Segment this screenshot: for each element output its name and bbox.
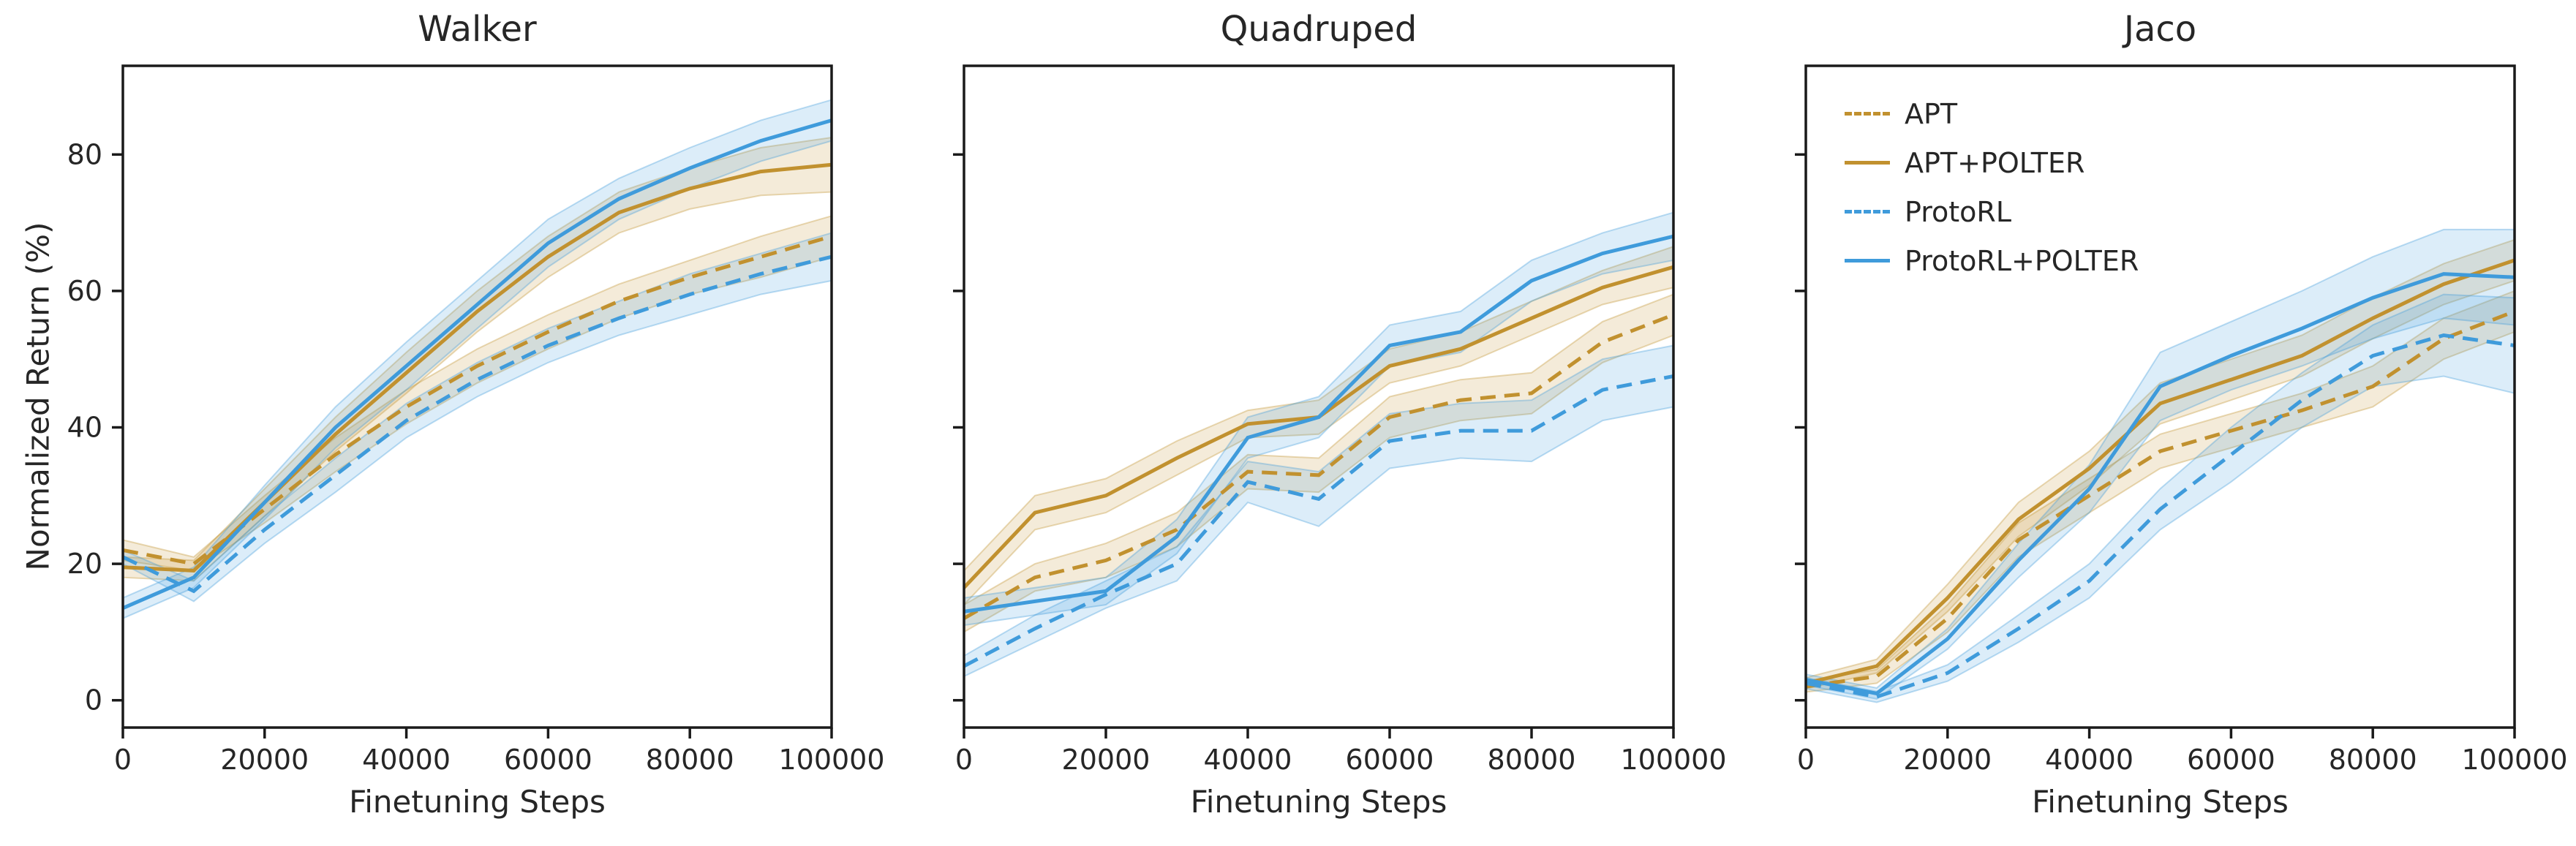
- legend-label-protorl-polter: ProtoRL+POLTER: [1905, 244, 2139, 277]
- svg-text:80000: 80000: [2329, 744, 2417, 776]
- legend-item-protorl: ProtoRL: [1845, 187, 2139, 236]
- legend-line-apt-icon: [1845, 112, 1890, 116]
- x-axis-label-walker: Finetuning Steps: [349, 784, 606, 820]
- svg-text:80: 80: [67, 138, 102, 170]
- svg-text:20: 20: [67, 548, 102, 580]
- y-axis-label: Normalized Return (%): [20, 222, 56, 571]
- legend-label-protorl: ProtoRL: [1905, 195, 2012, 228]
- legend-line-protorl-polter-icon: [1845, 259, 1890, 263]
- svg-text:0: 0: [85, 684, 102, 717]
- legend: APT APT+POLTER ProtoRL ProtoRL+POLTER: [1845, 89, 2139, 285]
- plot-title-jaco: Jaco: [2123, 9, 2197, 50]
- legend-label-apt-polter: APT+POLTER: [1905, 146, 2085, 179]
- plot-title-walker: Walker: [418, 9, 537, 50]
- legend-item-apt-polter: APT+POLTER: [1845, 138, 2139, 187]
- walker-line-chart: 0 20000 40000 60000 80000 100000 0 20 40 60 80: [67, 64, 885, 776]
- svg-text:20000: 20000: [220, 744, 309, 776]
- plot-title-quadruped: Quadruped: [1220, 9, 1417, 50]
- legend-item-apt: APT: [1845, 89, 2139, 138]
- svg-text:80000: 80000: [1488, 744, 1576, 776]
- svg-text:80000: 80000: [646, 744, 734, 776]
- legend-line-protorl-icon: [1845, 210, 1890, 214]
- svg-text:60: 60: [67, 275, 102, 307]
- legend-item-protorl-polter: ProtoRL+POLTER: [1845, 236, 2139, 285]
- svg-text:60000: 60000: [504, 744, 592, 776]
- legend-label-apt: APT: [1905, 97, 1958, 130]
- svg-text:0: 0: [1797, 744, 1815, 776]
- x-axis-label-jaco: Finetuning Steps: [2032, 784, 2289, 820]
- svg-text:40000: 40000: [1204, 744, 1292, 776]
- svg-text:0: 0: [955, 744, 973, 776]
- svg-text:40: 40: [67, 412, 102, 444]
- svg-text:0: 0: [114, 744, 132, 776]
- svg-text:60000: 60000: [2187, 744, 2275, 776]
- legend-line-apt-polter-icon: [1845, 161, 1890, 165]
- x-axis-label-quadruped: Finetuning Steps: [1190, 784, 1447, 820]
- quadruped-line-chart: 0 20000 40000 60000 80000 100000: [953, 64, 1727, 776]
- svg-text:100000: 100000: [2461, 744, 2567, 776]
- svg-text:40000: 40000: [362, 744, 451, 776]
- svg-text:100000: 100000: [778, 744, 884, 776]
- svg-text:40000: 40000: [2045, 744, 2134, 776]
- svg-text:20000: 20000: [1062, 744, 1150, 776]
- svg-text:60000: 60000: [1346, 744, 1434, 776]
- svg-text:20000: 20000: [1903, 744, 1992, 776]
- jaco-line-chart: 0 20000 40000 60000 80000 100000: [1795, 64, 2568, 776]
- svg-text:100000: 100000: [1620, 744, 1726, 776]
